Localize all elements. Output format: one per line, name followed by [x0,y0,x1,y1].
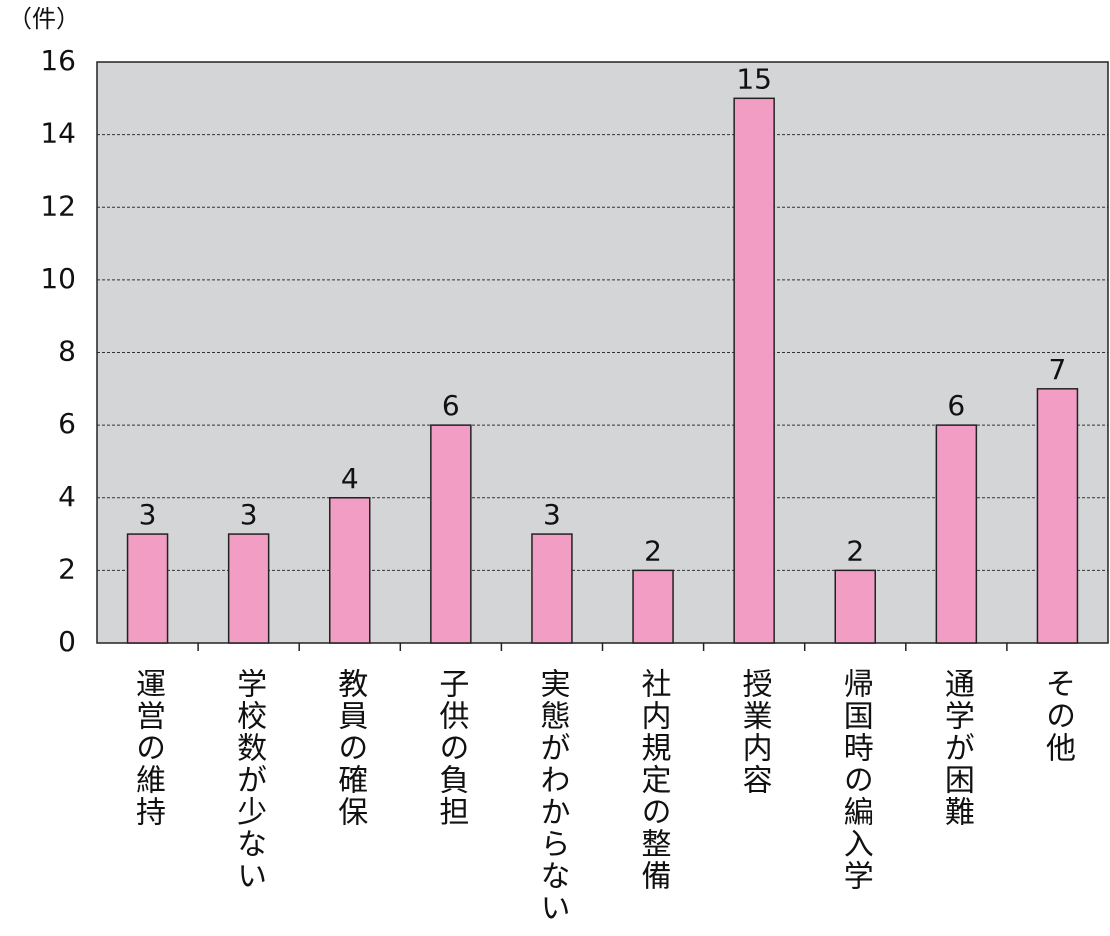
x-tick-label: 通学が困難 [939,668,974,828]
bar [733,97,775,644]
x-tick-label: 実態がわからない [534,668,569,924]
y-tick-label: 12 [40,189,76,222]
x-tick-label: 授業内容 [737,668,773,796]
data-label: 4 [341,462,359,495]
y-tick-label: 10 [40,262,76,295]
bar [632,569,674,644]
bar [329,497,371,644]
x-tick-label: 学校数が少ない [231,668,267,892]
bar [227,533,270,644]
plot-border [96,61,1109,644]
data-label: 15 [736,62,772,95]
x-tick-label: 子供の負担 [433,668,469,828]
bar [430,424,472,644]
data-label: 6 [442,389,460,422]
y-unit-label: （件） [8,5,80,33]
bar [126,533,169,644]
y-tick-label: 16 [40,44,76,77]
bar [1036,388,1079,644]
x-tick-label: 教員の確保 [332,668,368,828]
y-tick-label: 2 [58,552,76,585]
x-tick-label: その他 [1040,668,1076,764]
data-label: 3 [139,498,157,531]
data-label: 3 [543,498,561,531]
data-label: 7 [1049,353,1067,386]
bar [531,533,573,644]
x-tick-label: 運営の維持 [130,668,166,828]
x-tick-label: 社内規定の整備 [636,668,672,892]
data-label: 2 [644,534,662,567]
x-tick-label: 帰国時の編入学 [838,668,873,892]
bar [834,569,876,644]
data-label: 2 [846,534,864,567]
data-label: 6 [947,389,965,422]
y-tick-label: 6 [58,407,76,440]
bar [935,424,978,644]
y-tick-label: 4 [58,480,76,513]
y-tick-label: 0 [58,625,76,658]
y-tick-label: 14 [40,117,76,150]
y-tick-label: 8 [58,335,76,368]
data-label: 3 [240,498,258,531]
